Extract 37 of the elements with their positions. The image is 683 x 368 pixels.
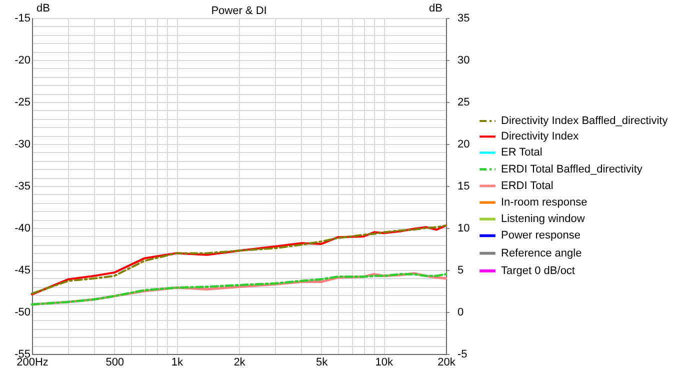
y2-tick-label: 5	[458, 264, 464, 276]
y-tick-label: -25	[14, 96, 30, 108]
y-tick-label: -45	[14, 264, 30, 276]
x-tick-label: 2k	[234, 356, 246, 368]
x-tick-label: 20k	[438, 356, 456, 368]
y2-tick-label: 0	[458, 306, 464, 318]
legend-label: ERDI Total	[501, 180, 554, 192]
y2-tick-label: -5	[458, 348, 468, 360]
x-tick-label: 500	[106, 356, 124, 368]
y2-tick-label: 15	[458, 180, 470, 192]
legend-label: Directivity Index Baffled_directivity	[501, 115, 668, 127]
legend-label: Directivity Index	[501, 130, 580, 143]
y-tick-label: -35	[14, 180, 30, 192]
legend-label: Power response	[501, 230, 580, 242]
y-tick-label: -15	[14, 12, 30, 24]
y-tick-label: -30	[14, 138, 30, 150]
y-tick-label: -20	[14, 54, 30, 66]
legend-label: In-room response	[501, 196, 588, 208]
y2-tick-label: 10	[458, 222, 470, 234]
y2-axis-title: dB	[429, 2, 442, 14]
y2-tick-label: 25	[458, 96, 470, 108]
x-tick-label: 5k	[316, 356, 328, 368]
y2-tick-label: 20	[458, 138, 470, 150]
y-tick-label: -40	[14, 222, 30, 234]
legend-label: Reference angle	[501, 247, 582, 260]
y-axis-title: dB	[36, 2, 50, 14]
legend-label: Listening window	[501, 213, 585, 226]
y2-tick-label: 35	[458, 12, 470, 24]
y-tick-label: -50	[14, 306, 30, 318]
legend-label: Target 0 dB/oct	[501, 264, 575, 277]
x-tick-label: 1k	[171, 356, 184, 368]
y2-tick-label: 30	[458, 54, 470, 66]
x-tick-label: 200Hz	[16, 356, 48, 368]
legend-label: ERDI Total Baffled_directivity	[501, 163, 643, 176]
x-tick-label: 10k	[375, 356, 394, 368]
chart-title: Power & DI	[211, 5, 267, 17]
legend-label: ER Total	[501, 146, 542, 159]
